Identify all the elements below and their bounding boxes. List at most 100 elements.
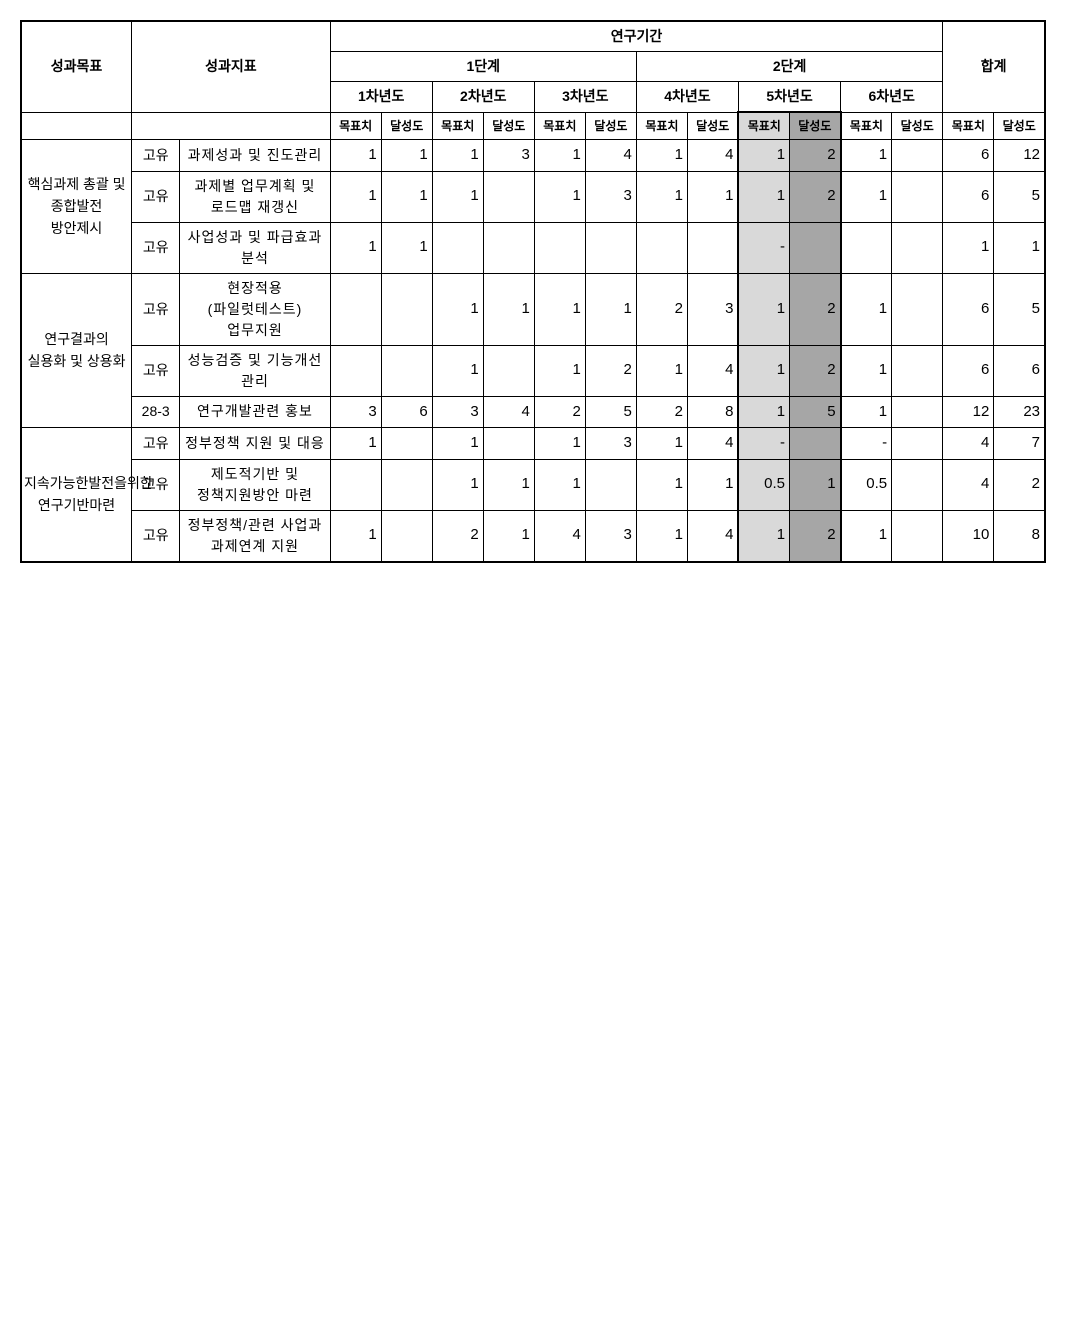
header-row-1: 성과목표 성과지표 연구기간 합계 [21,21,1045,52]
cell: 1 [432,428,483,460]
indicator-8: 제도적기반 및 정책지원방안 마련 [180,459,330,510]
col-y1a: 달성도 [381,112,432,140]
col-y6t: 목표치 [841,112,892,140]
cell: - [841,428,892,460]
cell: - [738,428,789,460]
col-y5t: 목표치 [738,112,789,140]
cell [381,510,432,562]
cell: 1 [636,459,687,510]
cell: 23 [994,396,1045,428]
indicator-5: 성능검증 및 기능개선 관리 [180,345,330,396]
indicator-1: 과제성과 및 진도관리 [180,140,330,172]
col-y3t: 목표치 [534,112,585,140]
col-y1: 1차년도 [330,82,432,113]
cell: 1 [841,171,892,222]
cell: 6 [994,345,1045,396]
type-own: 고유 [132,345,180,396]
cell: 3 [432,396,483,428]
cell: 5 [790,396,841,428]
cell: 6 [943,140,994,172]
cell [892,345,943,396]
cell: 6 [943,171,994,222]
col-y1t: 목표치 [330,112,381,140]
table-row: 고유 성능검증 및 기능개선 관리 1 1 2 1 4 1 2 1 6 6 [21,345,1045,396]
cell: 2 [790,510,841,562]
type-283: 28-3 [132,396,180,428]
cell: 3 [687,273,738,345]
cell: 3 [330,396,381,428]
goal-1: 핵심과제 총괄 및 종합발전 방안제시 [21,140,132,274]
col-y2t: 목표치 [432,112,483,140]
cell: 3 [483,140,534,172]
cell [381,428,432,460]
blank-indicator [132,112,331,140]
cell: 2 [994,459,1045,510]
cell: 1 [330,510,381,562]
table-row: 고유 제도적기반 및 정책지원방안 마련 1 1 1 1 1 0.5 1 0.5… [21,459,1045,510]
cell: 1 [381,222,432,273]
cell [534,222,585,273]
table-row: 핵심과제 총괄 및 종합발전 방안제시 고유 과제성과 및 진도관리 1 1 1… [21,140,1045,172]
type-own: 고유 [132,140,180,172]
cell: 3 [585,171,636,222]
cell: 6 [943,345,994,396]
cell [636,222,687,273]
cell: 1 [534,428,585,460]
cell: 1 [330,171,381,222]
cell: 1 [432,345,483,396]
cell: 1 [841,273,892,345]
cell: 1 [381,171,432,222]
cell: 2 [790,171,841,222]
table-row: 고유 과제별 업무계획 및 로드맵 재갱신 1 1 1 1 3 1 1 1 2 … [21,171,1045,222]
cell: 4 [483,396,534,428]
cell: 1 [841,510,892,562]
cell [585,222,636,273]
cell: 1 [330,428,381,460]
cell [892,428,943,460]
cell: 10 [943,510,994,562]
cell: 1 [841,140,892,172]
col-phase2: 2단계 [636,52,942,82]
col-y6: 6차년도 [841,82,943,113]
cell: 1 [738,171,789,222]
col-y4: 4차년도 [636,82,738,113]
cell: 2 [432,510,483,562]
cell: 4 [943,428,994,460]
col-period: 연구기간 [330,21,943,52]
col-ta: 달성도 [994,112,1045,140]
cell [432,222,483,273]
cell [892,396,943,428]
col-y3: 3차년도 [534,82,636,113]
goal-2: 연구결과의 실용화 및 상용화 [21,273,132,428]
cell: 4 [534,510,585,562]
indicator-4: 현장적용 (파일럿테스트) 업무지원 [180,273,330,345]
cell [381,459,432,510]
cell [585,459,636,510]
cell: 1 [534,345,585,396]
cell [381,273,432,345]
table-row: 연구결과의 실용화 및 상용화 고유 현장적용 (파일럿테스트) 업무지원 1 … [21,273,1045,345]
cell: 4 [585,140,636,172]
table-row: 고유 사업성과 및 파급효과 분석 1 1 - 1 1 [21,222,1045,273]
cell [892,171,943,222]
cell: 0.5 [841,459,892,510]
cell: 1 [636,510,687,562]
cell: 7 [994,428,1045,460]
cell: 5 [994,273,1045,345]
col-y2: 2차년도 [432,82,534,113]
indicator-3: 사업성과 및 파급효과 분석 [180,222,330,273]
cell: 1 [636,140,687,172]
col-y2a: 달성도 [483,112,534,140]
cell: 2 [790,345,841,396]
cell [892,222,943,273]
cell: 1 [432,273,483,345]
col-y3a: 달성도 [585,112,636,140]
cell: 1 [534,459,585,510]
type-own: 고유 [132,222,180,273]
col-y6a: 달성도 [892,112,943,140]
cell [841,222,892,273]
cell: 1 [432,171,483,222]
cell: 2 [636,396,687,428]
cell: 1 [534,273,585,345]
cell: 1 [687,459,738,510]
